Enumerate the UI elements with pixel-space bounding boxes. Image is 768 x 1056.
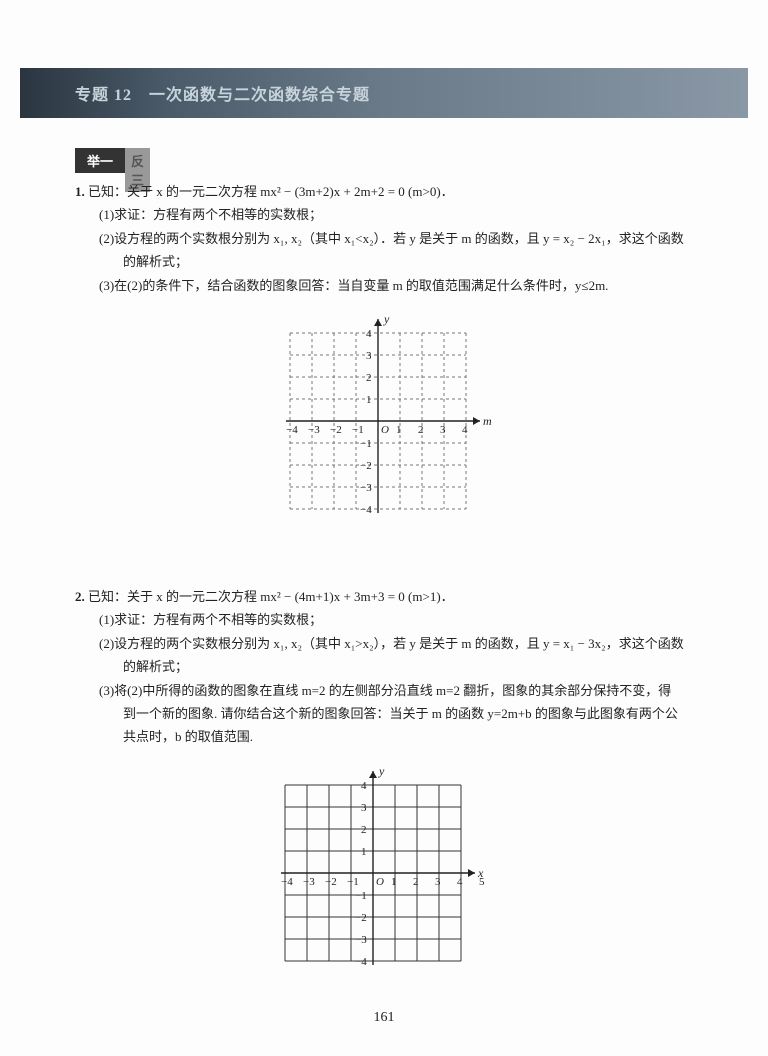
banner: 专题 12 一次函数与二次函数综合专题: [20, 68, 748, 118]
svg-text:−1: −1: [355, 890, 367, 902]
svg-text:1: 1: [391, 876, 397, 888]
svg-text:−1: −1: [352, 424, 364, 436]
svg-text:m: m: [483, 414, 492, 428]
problem-1-stem: 1. 已知：关于 x 的一元二次方程 mx² − (3m+2)x + 2m+2 …: [75, 180, 708, 203]
svg-text:5: 5: [361, 767, 367, 770]
svg-text:−2: −2: [355, 912, 367, 924]
problem-1-sub-2: (2)设方程的两个实数根分别为 x₁, x₂（其中 x₁<x₂）．若 y 是关于…: [75, 227, 708, 250]
svg-text:−4: −4: [281, 876, 293, 888]
svg-text:2: 2: [418, 424, 424, 436]
svg-text:5: 5: [479, 876, 485, 888]
svg-text:3: 3: [361, 802, 367, 814]
svg-text:−1: −1: [360, 438, 372, 450]
svg-text:3: 3: [435, 876, 441, 888]
problem-2-sub-3b: 到一个新的图象. 请你结合这个新的图象回答：当关于 m 的函数 y=2m+b 的…: [75, 702, 708, 725]
svg-text:−3: −3: [308, 424, 320, 436]
problem-1-sub-1: (1)求证：方程有两个不相等的实数根；: [75, 203, 708, 226]
svg-text:−4: −4: [286, 424, 298, 436]
problem-2-num: 2.: [75, 589, 85, 604]
svg-text:−2: −2: [325, 876, 337, 888]
problem-1-num: 1.: [75, 184, 85, 199]
svg-text:1: 1: [366, 394, 372, 406]
svg-text:1: 1: [396, 424, 402, 436]
problem-1: 1. 已知：关于 x 的一元二次方程 mx² − (3m+2)x + 2m+2 …: [75, 180, 708, 297]
page: 专题 12 一次函数与二次函数综合专题 举一 1. 已知：关于 x 的一元二次方…: [0, 0, 768, 1056]
svg-text:−2: −2: [330, 424, 342, 436]
problem-2-stem: 2. 已知：关于 x 的一元二次方程 mx² − (4m+1)x + 3m+3 …: [75, 585, 708, 608]
svg-text:3: 3: [366, 350, 372, 362]
chart-2: xyO−4−3−2−11234−4−3−2−1123455: [75, 767, 708, 1001]
section-label: 举一: [75, 148, 125, 173]
svg-text:3: 3: [440, 424, 446, 436]
svg-text:1: 1: [361, 846, 367, 858]
content: 1. 已知：关于 x 的一元二次方程 mx² − (3m+2)x + 2m+2 …: [75, 180, 708, 1009]
svg-text:−4: −4: [360, 504, 372, 516]
grid-chart-2: xyO−4−3−2−11234−4−3−2−1123455: [267, 767, 517, 997]
svg-text:−2: −2: [360, 460, 372, 472]
grid-chart-1: m y O −4 −3 −2 −1 1 2 3 4 −4 −3 −2 −1 1 2 3 4: [272, 315, 512, 545]
svg-text:O: O: [381, 424, 389, 436]
svg-text:4: 4: [361, 780, 367, 792]
svg-text:2: 2: [366, 372, 372, 384]
problem-1-sub-2b: 的解析式；: [75, 250, 708, 273]
problem-2-sub-2b: 的解析式；: [75, 655, 708, 678]
problem-2-sub-3: (3)将(2)中所得的函数的图象在直线 m=2 的左侧部分沿直线 m=2 翻折，…: [75, 679, 708, 702]
svg-text:y: y: [383, 315, 390, 326]
problem-1-sub-3: (3)在(2)的条件下，结合函数的图象回答：当自变量 m 的取值范围满足什么条件…: [75, 274, 708, 297]
problem-2-sub-2: (2)设方程的两个实数根分别为 x₁, x₂（其中 x₁>x₂），若 y 是关于…: [75, 632, 708, 655]
banner-title: 专题 12 一次函数与二次函数综合专题: [75, 81, 370, 105]
problem-2-text: 已知：关于 x 的一元二次方程 mx² − (4m+1)x + 3m+3 = 0…: [88, 589, 454, 604]
problem-2-sub-3c: 共点时，b 的取值范围.: [75, 725, 708, 748]
problem-2-sub-1: (1)求证：方程有两个不相等的实数根；: [75, 608, 708, 631]
problem-1-text: 已知：关于 x 的一元二次方程 mx² − (3m+2)x + 2m+2 = 0…: [88, 184, 454, 199]
svg-text:2: 2: [413, 876, 419, 888]
chart-1: m y O −4 −3 −2 −1 1 2 3 4 −4 −3 −2 −1 1 2 3 4: [75, 315, 708, 549]
svg-text:−3: −3: [303, 876, 315, 888]
svg-text:−3: −3: [360, 482, 372, 494]
svg-text:−3: −3: [355, 934, 367, 946]
svg-text:O: O: [376, 876, 384, 888]
page-number: 161: [0, 1010, 768, 1026]
svg-text:4: 4: [366, 328, 372, 340]
svg-text:−1: −1: [347, 876, 359, 888]
svg-text:−4: −4: [355, 956, 367, 968]
svg-text:y: y: [378, 767, 385, 778]
svg-text:4: 4: [457, 876, 463, 888]
problem-2: 2. 已知：关于 x 的一元二次方程 mx² − (4m+1)x + 3m+3 …: [75, 585, 708, 749]
svg-text:4: 4: [462, 424, 468, 436]
svg-text:2: 2: [361, 824, 367, 836]
